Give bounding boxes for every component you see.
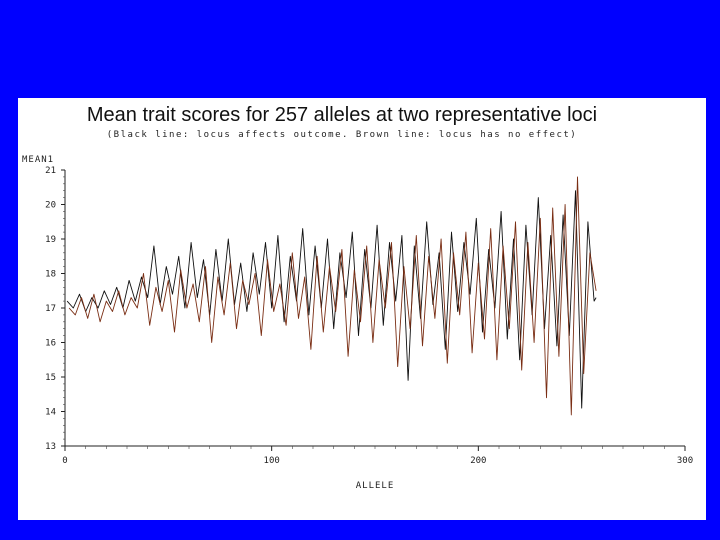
y-tick-label: 19 (45, 235, 56, 245)
chart-subtitle: (Black line: locus affects outcome. Brow… (106, 130, 578, 140)
y-tick-label: 16 (45, 339, 56, 349)
y-tick-label: 18 (45, 270, 56, 280)
x-tick-label: 300 (677, 456, 693, 466)
plot-axes: 13 14 15 16 17 18 19 20 21 0 100 200 300 (45, 166, 693, 466)
x-tick-label: 200 (470, 456, 486, 466)
x-tick-label: 0 (62, 456, 67, 466)
plot-lines (66, 176, 597, 416)
series-line-black (66, 190, 597, 409)
chart-title: Mean trait scores for 257 alleles at two… (86, 104, 598, 126)
y-tick-label: 13 (45, 442, 56, 452)
plot-labels: MEAN1 ALLELE (22, 155, 395, 491)
y-tick-label: 21 (45, 166, 56, 176)
y-tick-label: 15 (45, 373, 56, 383)
y-axis-label: MEAN1 (22, 155, 54, 165)
series-line-brown (68, 176, 597, 416)
line-plot: 13 14 15 16 17 18 19 20 21 0 100 200 300 MEAN1 ALLEL… (22, 155, 693, 491)
x-tick-label: 100 (264, 456, 280, 466)
y-tick-label: 17 (45, 304, 56, 314)
x-axis-label: ALLELE (356, 481, 395, 491)
chart-panel: Mean trait scores for 257 alleles at two… (18, 98, 706, 520)
y-tick-label: 20 (45, 201, 56, 211)
y-tick-label: 14 (45, 408, 56, 418)
